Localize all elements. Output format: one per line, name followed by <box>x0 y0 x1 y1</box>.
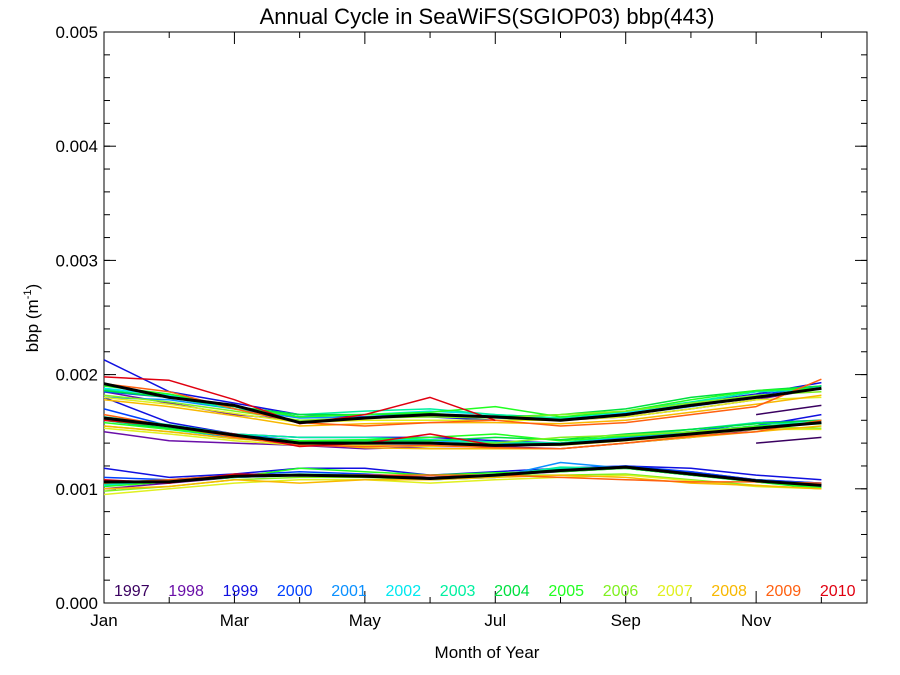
x-axis-ticks: Jan Mar May Jul Sep Nov <box>90 32 822 630</box>
y-tick-label: 0.005 <box>55 23 98 42</box>
legend-entry-1999: 1999 <box>223 583 259 600</box>
y-tick-label: 0.000 <box>55 594 98 613</box>
x-tick-label: Sep <box>611 611 641 630</box>
legend-entry-2006: 2006 <box>603 583 639 600</box>
legend-entry-2004: 2004 <box>494 583 530 600</box>
y-tick-label: 0.002 <box>55 366 98 385</box>
y-axis-label-superscript: -1 <box>22 289 34 299</box>
x-tick-label: Mar <box>220 611 250 630</box>
series-line-2007-upper <box>103 396 822 424</box>
series-line-2009-upper <box>103 378 822 427</box>
series-line-1997-middle <box>756 436 822 444</box>
x-tick-label: May <box>349 611 382 630</box>
series-line-2006-upper <box>103 390 822 422</box>
chart-title: Annual Cycle in SeaWiFS(SGIOP03) bbp(443… <box>260 4 715 29</box>
plot-frame <box>103 31 868 604</box>
legend-entry-2008: 2008 <box>711 583 747 600</box>
series-line-mean-middle <box>103 416 822 447</box>
plot-area-border <box>103 31 868 604</box>
series-line-2009-middle <box>103 413 822 450</box>
y-tick-label: 0.003 <box>55 251 98 270</box>
legend-entry-1998: 1998 <box>168 583 204 600</box>
legend-entry-2010: 2010 <box>820 583 856 600</box>
x-tick-label: Jan <box>90 611 117 630</box>
legend-entry-2000: 2000 <box>277 583 313 600</box>
series-line-1997-upper <box>755 404 822 416</box>
legend-entry-2005: 2005 <box>548 583 584 600</box>
legend-entry-2002: 2002 <box>386 583 422 600</box>
legend-entry-2009: 2009 <box>766 583 802 600</box>
x-axis-label: Month of Year <box>435 643 540 662</box>
x-tick-label: Jul <box>484 611 506 630</box>
series-lines <box>103 359 822 496</box>
series-line-2008-middle <box>103 425 822 450</box>
x-tick-label: Nov <box>741 611 772 630</box>
legend-entry-2007: 2007 <box>657 583 693 600</box>
series-line-mean-upper <box>103 382 822 425</box>
legend: 1997 1998 1999 2000 2001 2002 2003 2004 2005 2006… <box>114 583 856 600</box>
legend-entry-2003: 2003 <box>440 583 476 600</box>
y-tick-label: 0.004 <box>55 137 98 156</box>
legend-entry-2001: 2001 <box>331 583 367 600</box>
series-line-2008-upper <box>103 394 822 427</box>
y-axis-label: bbp (m-1) <box>22 284 42 352</box>
series-line-2008-lower <box>103 474 822 490</box>
y-axis-label-main: bbp (m <box>23 299 42 352</box>
series-line-2003-upper <box>103 388 822 419</box>
y-tick-label: 0.001 <box>55 480 98 499</box>
y-axis-ticks: 0.000 0.001 0.002 0.003 0.004 0.005 <box>55 23 867 613</box>
series-line-mean-lower <box>104 465 822 487</box>
legend-entry-1997: 1997 <box>114 583 150 600</box>
y-axis-label-close: ) <box>23 284 42 290</box>
